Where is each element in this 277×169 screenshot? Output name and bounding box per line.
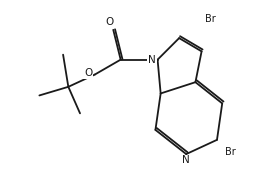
Text: N: N xyxy=(182,155,190,165)
Text: Br: Br xyxy=(225,147,236,158)
Text: N: N xyxy=(148,55,156,65)
Text: O: O xyxy=(106,17,114,27)
Text: Br: Br xyxy=(205,14,216,24)
Text: O: O xyxy=(84,68,92,78)
